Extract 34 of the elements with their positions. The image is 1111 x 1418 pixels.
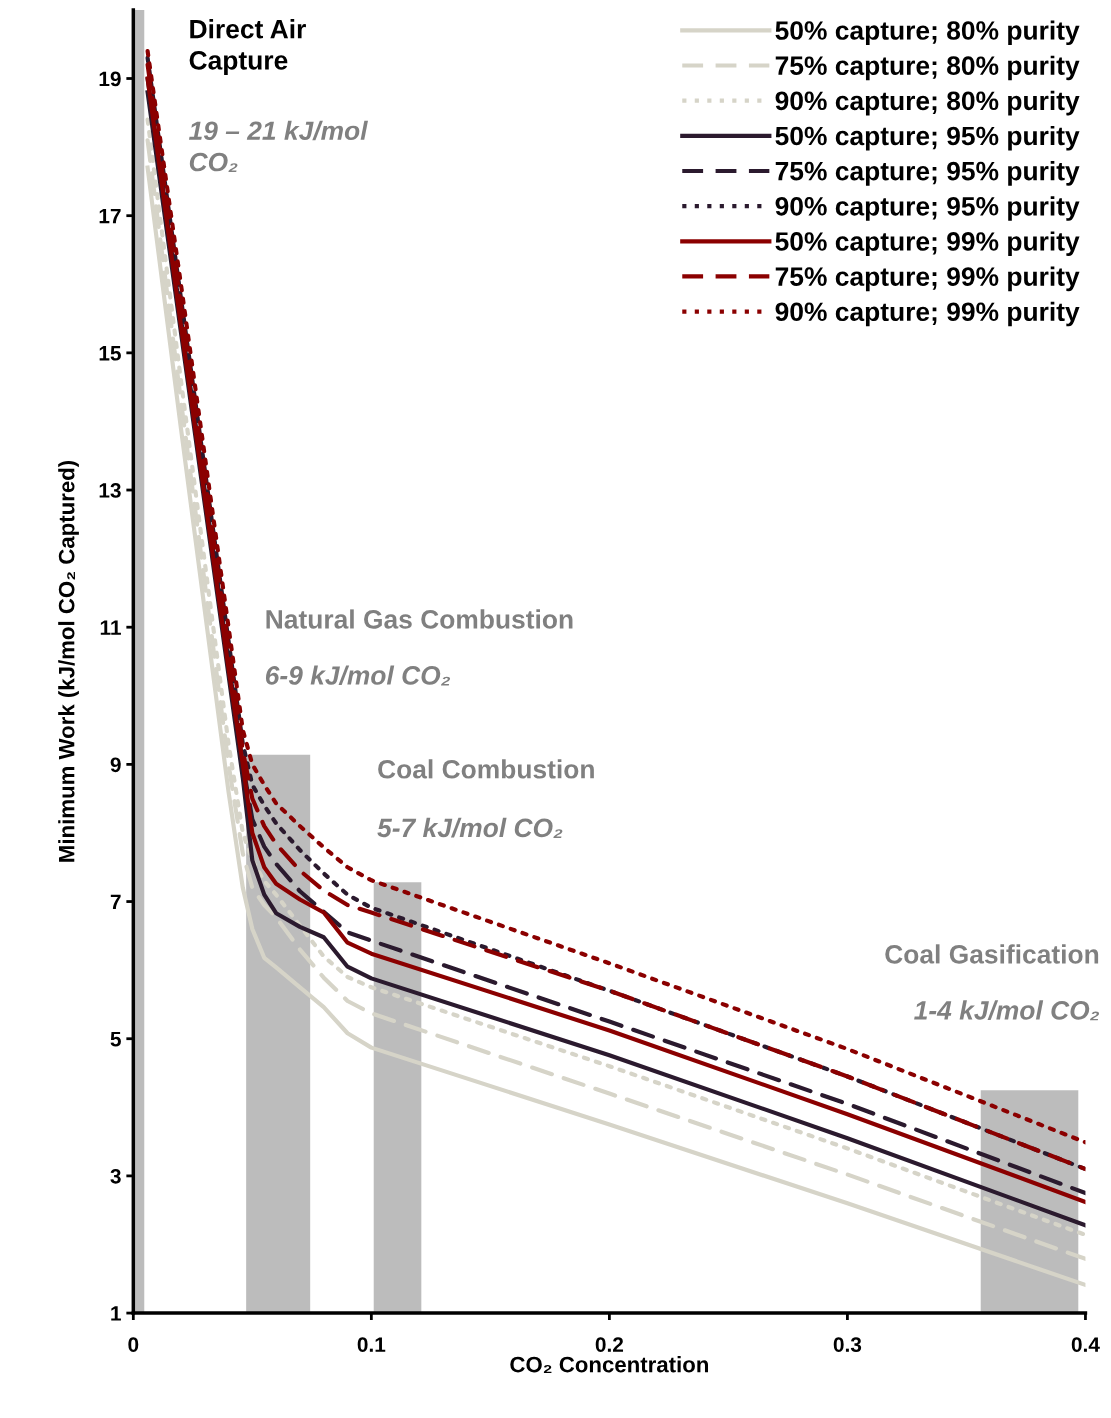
annotation: Direct Air Capture — [189, 19, 306, 75]
x-tick-label: 0.2 — [595, 1337, 624, 1352]
legend-label: 75% capture; 80% purity — [775, 55, 1080, 81]
legend-label: 90% capture; 80% purity — [775, 90, 1080, 116]
annotation: Natural Gas Combustion — [266, 609, 573, 629]
legend-label: 50% capture; 80% purity — [775, 20, 1080, 46]
y-tick-label: 13 — [99, 483, 121, 498]
legend-label: 50% capture; 95% purity — [775, 125, 1080, 151]
x-tick-label: 0.4 — [1071, 1337, 1100, 1352]
x-axis-title: CO₂ Concentration — [510, 1356, 709, 1373]
annotation: 19 – 21 kJ/mol CO₂ — [188, 120, 368, 172]
annotation: 1-4 kJ/mol CO₂ — [914, 1000, 1100, 1021]
y-tick-label: 19 — [99, 71, 121, 87]
y-tick-label: 5 — [110, 1031, 121, 1047]
y-axis-title: Minimum Work (kJ/mol CO₂ Captured) — [58, 460, 79, 862]
annotation: 5-7 kJ/mol CO₂ — [377, 817, 563, 838]
y-tick-label: 9 — [110, 757, 121, 773]
legend-label: 75% capture; 95% purity — [775, 161, 1080, 186]
y-tick-label: 7 — [110, 894, 121, 910]
y-tick-label: 17 — [99, 208, 121, 224]
x-tick-label: 0 — [128, 1337, 139, 1352]
annotation: Coal Combustion — [378, 759, 594, 779]
y-tick-label: 11 — [100, 620, 121, 635]
legend-label: 75% capture; 99% purity — [775, 266, 1080, 292]
legend-label: 90% capture; 99% purity — [775, 301, 1080, 327]
x-tick-label: 0.3 — [833, 1337, 862, 1353]
y-tick-label: 15 — [99, 346, 121, 361]
annotation: 6-9 kJ/mol CO₂ — [265, 665, 451, 686]
y-tick-label: 3 — [110, 1168, 121, 1184]
legend-label: 90% capture; 95% purity — [775, 196, 1080, 221]
x-tick-label: 0.1 — [357, 1337, 386, 1352]
legend-label: 50% capture; 99% purity — [775, 231, 1080, 257]
y-tick-label: 1 — [111, 1306, 121, 1321]
annotation: Coal Gasification — [885, 944, 1099, 964]
